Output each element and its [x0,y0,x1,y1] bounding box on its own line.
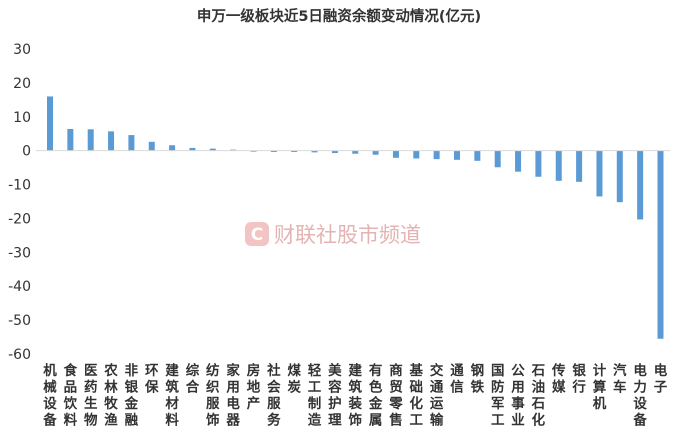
bar [515,150,522,172]
bar [555,150,562,181]
bar [616,150,623,203]
x-tick-label: 计算机 [593,362,607,412]
x-tick-label: 食品饮料 [63,362,78,429]
x-tick-label: 电子 [654,362,668,396]
bar [535,150,542,177]
y-tick-label: 20 [13,76,31,92]
x-tick-label: 轻工制造 [308,362,322,429]
y-axis: 30 20 10 0 -10 -20 -30 -40 -50 -60 [8,42,31,363]
bar [67,128,74,151]
x-tick-label: 房地产 [247,362,261,412]
x-tick-label: 建筑材料 [164,362,179,429]
watermark: C 财联社股市频道 [245,222,421,247]
watermark-text: 财联社股市频道 [274,223,421,247]
y-tick-label: 30 [13,42,31,58]
x-tick-label: 有色金属 [368,362,383,429]
x-tick-label: 纺织服饰 [206,362,220,429]
bar [454,150,460,160]
y-tick-label: -10 [8,178,31,194]
bar [657,150,664,339]
bar [291,150,298,153]
bar [128,135,135,151]
bar [270,150,277,153]
x-tick-label: 传媒 [551,362,566,396]
x-tick-label: 银行 [571,362,586,396]
y-tick-label: 10 [13,110,31,126]
x-tick-label: 汽车 [613,362,627,396]
bar [474,150,481,161]
bar [352,150,359,154]
bar [87,129,94,151]
x-tick-label: 环保 [144,363,159,396]
x-tick-label: 非银金融 [124,362,139,429]
x-tick-label: 建筑装饰 [348,362,363,429]
bar [494,150,501,168]
y-tick-label: -50 [8,313,31,329]
x-tick-label: 煤炭 [287,362,301,396]
bar [250,150,257,152]
x-tick-label: 电力设备 [632,362,647,429]
bar [311,150,318,153]
bar [209,148,216,151]
bar [108,131,115,151]
x-tick-label: 国防军工 [491,363,505,429]
bar [637,150,644,220]
x-tick-label: 美容护理 [327,362,342,429]
bar [433,150,440,160]
bar [331,150,338,154]
bar [576,150,583,182]
bar [230,149,237,151]
y-tick-label: 0 [22,144,31,160]
chart-title: 申万一级板块近5日融资余额变动情况(亿元) [197,7,481,25]
x-tick-label: 机械设备 [42,362,57,429]
x-tick-label: 医药生物 [84,363,98,429]
x-tick-label: 综合 [186,362,200,396]
bar [596,150,603,197]
x-tick-label: 公用事业 [511,363,525,429]
y-tick-label: -40 [8,279,31,295]
watermark-logo-letter: C [251,225,263,245]
bar [47,96,53,151]
watermark-logo [245,222,269,246]
bar [189,147,196,151]
x-tick-label: 家用电器 [225,362,240,429]
bar [392,150,399,158]
x-axis-labels: 机械设备食品饮料医药生物农林牧渔非银金融环保建筑材料综合纺织服饰家用电器房地产社… [42,362,668,429]
bars [47,96,664,339]
x-tick-label: 商贸零售 [388,362,403,429]
x-tick-label: 社会服务 [266,362,281,429]
bar [372,150,379,155]
x-tick-label: 钢铁 [471,362,485,396]
y-tick-label: -30 [8,245,31,261]
bar [413,150,420,159]
y-tick-label: -60 [8,347,31,363]
bar [148,141,155,151]
x-tick-label: 农林牧渔 [103,362,118,429]
x-tick-label: 通信 [450,363,464,396]
x-tick-label: 基础化工 [410,362,424,429]
x-tick-label: 石油石化 [531,363,546,429]
bar [169,145,176,151]
y-tick-label: -20 [8,211,31,227]
x-tick-label: 交通运输 [430,362,444,429]
